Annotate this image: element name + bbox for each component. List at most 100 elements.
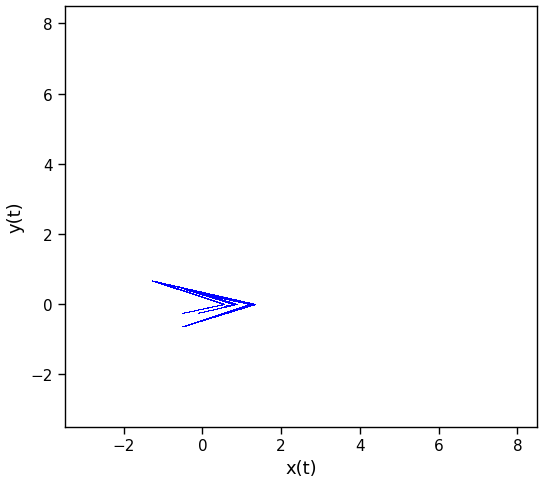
Point: [212, 312, 221, 320]
Point: [245, 301, 254, 308]
Point: [232, 296, 240, 304]
Point: [223, 296, 232, 303]
Point: [206, 315, 214, 322]
Point: [214, 305, 222, 313]
Point: [209, 313, 218, 321]
Point: [175, 283, 184, 291]
Point: [232, 306, 240, 314]
Point: [166, 281, 175, 289]
Point: [238, 303, 247, 311]
Point: [182, 286, 191, 294]
Point: [205, 290, 214, 298]
Point: [204, 315, 213, 322]
Point: [173, 283, 182, 291]
Point: [246, 300, 255, 307]
Point: [216, 292, 225, 300]
Point: [218, 295, 227, 302]
Point: [181, 287, 189, 295]
Point: [197, 293, 206, 301]
Point: [214, 311, 222, 319]
Point: [213, 312, 221, 319]
Point: [205, 314, 213, 322]
Point: [208, 292, 217, 300]
Point: [206, 296, 215, 304]
Point: [181, 285, 189, 292]
Point: [164, 281, 173, 288]
Point: [237, 303, 245, 311]
Point: [232, 305, 241, 313]
Point: [208, 303, 217, 311]
Point: [176, 286, 185, 294]
Point: [186, 289, 195, 297]
Point: [249, 301, 258, 309]
Point: [193, 318, 201, 326]
Point: [220, 295, 228, 303]
Point: [171, 285, 180, 292]
Point: [242, 303, 250, 311]
Point: [197, 317, 206, 325]
Point: [217, 294, 226, 302]
Point: [220, 297, 228, 304]
Point: [186, 320, 194, 328]
Point: [181, 288, 190, 296]
Point: [208, 303, 217, 311]
Point: [212, 292, 220, 300]
Point: [230, 296, 238, 303]
Point: [225, 308, 233, 316]
Point: [232, 301, 240, 308]
Point: [204, 291, 213, 299]
Point: [160, 281, 169, 289]
Point: [189, 287, 197, 294]
Point: [184, 321, 193, 329]
Point: [149, 277, 157, 285]
Point: [187, 290, 196, 298]
Point: [199, 305, 208, 313]
Point: [250, 301, 259, 308]
Point: [213, 292, 221, 300]
Point: [162, 282, 170, 289]
Point: [217, 293, 225, 301]
Point: [169, 282, 177, 289]
Point: [215, 296, 224, 304]
Point: [231, 297, 240, 304]
Point: [193, 318, 201, 326]
Point: [219, 301, 228, 308]
Point: [192, 306, 201, 314]
Point: [155, 279, 164, 287]
Point: [208, 313, 217, 321]
Point: [193, 318, 201, 326]
Point: [221, 294, 230, 302]
Point: [202, 290, 211, 298]
Point: [217, 296, 226, 303]
Point: [205, 296, 214, 303]
Point: [248, 302, 256, 309]
Point: [175, 286, 183, 293]
Point: [202, 295, 211, 302]
Point: [197, 293, 206, 301]
Point: [191, 318, 200, 326]
Point: [160, 281, 169, 288]
Point: [183, 285, 192, 293]
Point: [178, 284, 187, 292]
Point: [159, 280, 168, 287]
Point: [199, 316, 208, 324]
Point: [186, 289, 194, 297]
Point: [203, 291, 212, 299]
Point: [232, 300, 240, 308]
Point: [224, 299, 233, 307]
Point: [228, 296, 237, 303]
Point: [232, 298, 240, 305]
Point: [186, 286, 195, 293]
Point: [226, 307, 235, 315]
Point: [195, 292, 204, 300]
Point: [180, 287, 188, 295]
Point: [231, 296, 240, 304]
Point: [239, 302, 248, 310]
Point: [237, 299, 245, 306]
Point: [206, 303, 215, 311]
Point: [176, 287, 185, 294]
Point: [206, 290, 215, 298]
Point: [197, 293, 206, 301]
Point: [195, 288, 203, 296]
Point: [197, 293, 206, 301]
